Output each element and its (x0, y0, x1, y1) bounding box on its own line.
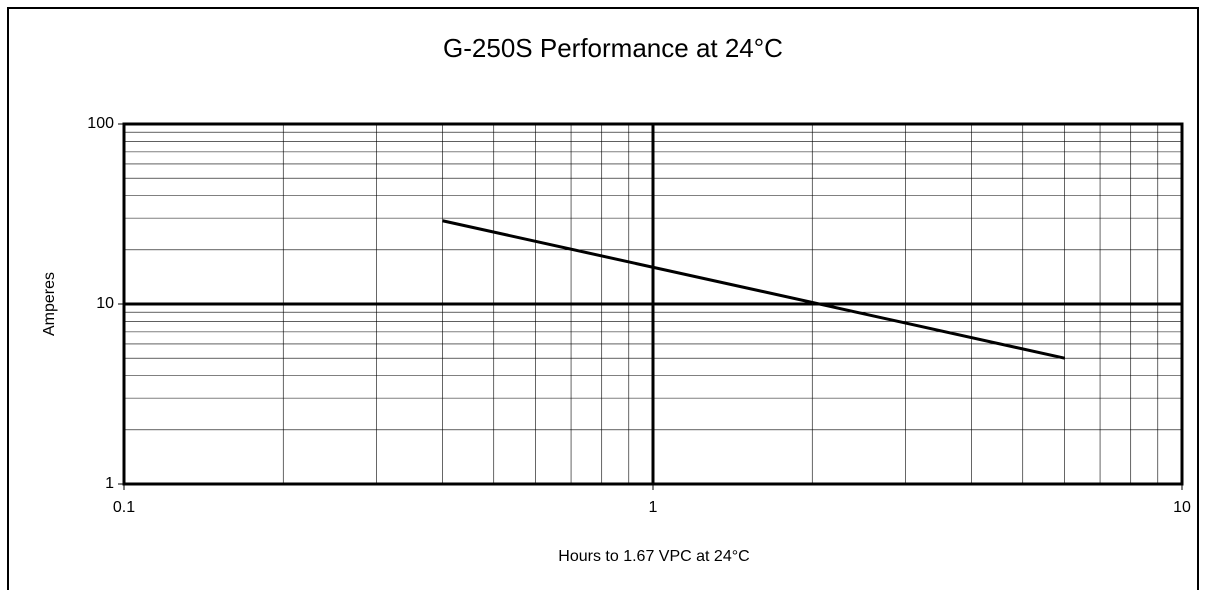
plot-frame (122, 122, 1184, 486)
frame (7, 7, 1199, 590)
y-tick-label: 100 (87, 115, 114, 132)
y-tick-label: 10 (96, 295, 114, 312)
y-axis-label: Amperes (41, 272, 58, 336)
x-tick-label: 1 (649, 499, 658, 516)
data-line (442, 219, 1065, 360)
x-tick-label: 0.1 (113, 499, 135, 516)
x-tick-label: 10 (1173, 499, 1191, 516)
x-axis-label: Hours to 1.67 VPC at 24°C (558, 548, 749, 565)
chart-title: G-250S Performance at 24°C (443, 33, 783, 63)
y-tick-label: 1 (105, 475, 114, 492)
